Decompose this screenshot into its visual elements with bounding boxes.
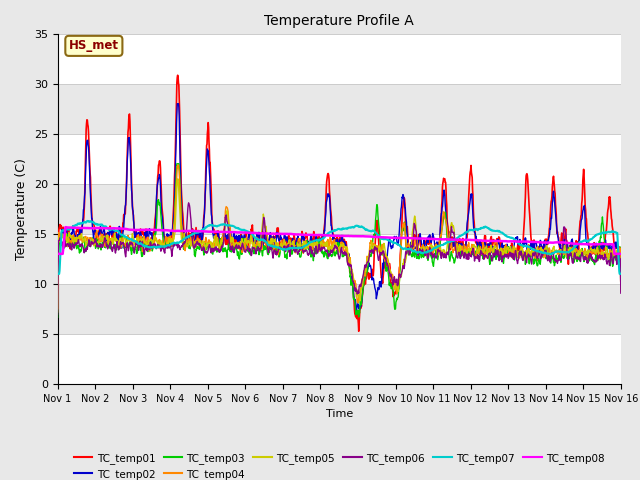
TC_temp02 xyxy=(289,235,296,241)
Line: TC_temp07: TC_temp07 xyxy=(58,221,621,274)
TC_temp05 xyxy=(567,245,575,251)
TC_temp01 xyxy=(426,233,434,239)
TC_temp01 xyxy=(275,234,283,240)
Line: TC_temp05: TC_temp05 xyxy=(58,179,621,312)
Bar xyxy=(58,234,621,284)
Title: Temperature Profile A: Temperature Profile A xyxy=(264,14,414,28)
TC_temp05 xyxy=(289,239,296,244)
Line: TC_temp04: TC_temp04 xyxy=(58,165,621,309)
Line: TC_temp08: TC_temp08 xyxy=(58,227,621,254)
TC_temp08 xyxy=(61,224,69,230)
TC_temp02 xyxy=(519,240,527,246)
TC_temp07 xyxy=(426,249,434,254)
Line: TC_temp01: TC_temp01 xyxy=(58,75,621,331)
TC_temp01 xyxy=(289,239,296,245)
TC_temp06 xyxy=(54,311,61,317)
TC_temp08 xyxy=(567,240,575,246)
Line: TC_temp03: TC_temp03 xyxy=(58,164,621,317)
TC_temp08 xyxy=(426,236,434,242)
TC_temp01 xyxy=(617,278,625,284)
Bar xyxy=(58,84,621,134)
TC_temp04 xyxy=(426,243,434,249)
Bar xyxy=(58,184,621,234)
TC_temp04 xyxy=(174,162,182,168)
TC_temp01 xyxy=(54,305,61,311)
TC_temp02 xyxy=(426,236,434,242)
TC_temp02 xyxy=(568,237,575,243)
TC_temp08 xyxy=(275,231,283,237)
TC_temp07 xyxy=(567,248,575,253)
TC_temp06 xyxy=(178,243,186,249)
Line: TC_temp02: TC_temp02 xyxy=(58,104,621,311)
TC_temp08 xyxy=(617,251,625,257)
TC_temp01 xyxy=(568,241,575,247)
Text: HS_met: HS_met xyxy=(69,39,119,52)
TC_temp07 xyxy=(275,245,283,251)
TC_temp05 xyxy=(275,244,283,250)
Bar xyxy=(58,34,621,84)
TC_temp03 xyxy=(617,280,625,286)
Bar xyxy=(58,334,621,384)
TC_temp02 xyxy=(617,288,625,293)
TC_temp06 xyxy=(567,252,575,258)
TC_temp03 xyxy=(179,236,186,241)
TC_temp07 xyxy=(54,271,61,277)
TC_temp08 xyxy=(289,231,296,237)
TC_temp08 xyxy=(519,239,527,244)
TC_temp02 xyxy=(275,238,283,244)
TC_temp05 xyxy=(617,288,625,294)
TC_temp01 xyxy=(355,328,363,334)
TC_temp04 xyxy=(617,281,625,287)
TC_temp04 xyxy=(275,247,283,252)
TC_temp04 xyxy=(54,306,61,312)
TC_temp02 xyxy=(54,307,61,313)
TC_temp01 xyxy=(179,207,186,213)
TC_temp08 xyxy=(179,228,186,234)
TC_temp03 xyxy=(426,250,434,255)
TC_temp06 xyxy=(289,244,296,250)
TC_temp02 xyxy=(353,308,360,313)
TC_temp05 xyxy=(519,247,527,253)
TC_temp07 xyxy=(83,218,91,224)
TC_temp06 xyxy=(426,245,434,251)
TC_temp03 xyxy=(519,253,527,259)
TC_temp07 xyxy=(617,271,625,277)
TC_temp07 xyxy=(179,238,186,243)
Bar xyxy=(58,284,621,334)
TC_temp06 xyxy=(617,290,625,296)
TC_temp05 xyxy=(174,176,182,182)
TC_temp04 xyxy=(289,244,296,250)
TC_temp03 xyxy=(567,249,575,254)
Bar xyxy=(58,134,621,184)
TC_temp06 xyxy=(275,247,283,252)
TC_temp06 xyxy=(185,200,193,206)
TC_temp08 xyxy=(54,251,61,257)
TC_temp06 xyxy=(519,257,527,263)
TC_temp04 xyxy=(567,249,575,255)
TC_temp01 xyxy=(174,72,182,78)
TC_temp01 xyxy=(519,239,527,245)
Line: TC_temp06: TC_temp06 xyxy=(58,203,621,314)
Legend: TC_temp01, TC_temp02, TC_temp03, TC_temp04, TC_temp05, TC_temp06, TC_temp07, TC_: TC_temp01, TC_temp02, TC_temp03, TC_temp… xyxy=(70,449,609,480)
X-axis label: Time: Time xyxy=(326,409,353,419)
TC_temp02 xyxy=(173,101,181,107)
TC_temp03 xyxy=(275,254,283,260)
TC_temp04 xyxy=(519,248,527,253)
TC_temp03 xyxy=(54,314,61,320)
TC_temp03 xyxy=(289,248,296,254)
Y-axis label: Temperature (C): Temperature (C) xyxy=(15,158,28,260)
TC_temp02 xyxy=(179,222,186,228)
TC_temp05 xyxy=(426,247,434,253)
TC_temp03 xyxy=(173,161,180,167)
TC_temp07 xyxy=(289,245,296,251)
TC_temp05 xyxy=(179,240,186,245)
TC_temp05 xyxy=(54,309,61,315)
TC_temp04 xyxy=(179,228,186,234)
TC_temp07 xyxy=(519,242,527,248)
